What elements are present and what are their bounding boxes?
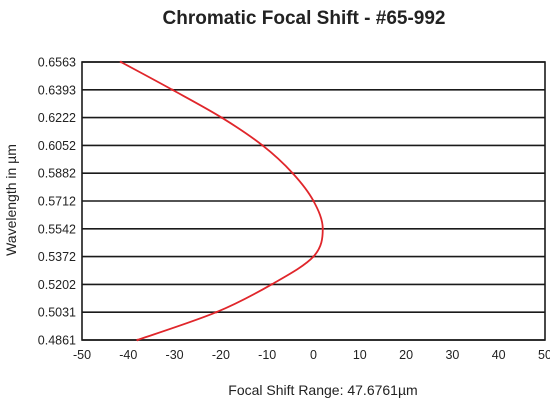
y-tick-label: 0.5712 [38,195,76,209]
x-tick-label: -20 [212,348,230,362]
y-tick-label: 0.4861 [38,334,76,348]
x-tick-label: 50 [538,348,550,362]
x-tick-label: -40 [119,348,137,362]
data-point [136,338,139,342]
data-point [312,199,315,203]
y-tick-label: 0.5542 [38,222,76,236]
plot-frame [81,61,546,341]
x-tick-label: 0 [310,348,317,362]
x-tick-label: -10 [258,348,276,362]
x-tick-labels: -50 -40 -30 -20 -10 0 10 20 30 40 50 [73,348,550,362]
x-tick-label: 40 [492,348,506,362]
y-tick-label: 0.5372 [38,250,76,264]
data-point [261,144,264,147]
x-tick-label: 10 [353,348,367,362]
data-point [215,311,218,314]
y-tick-label: 0.5882 [38,167,76,181]
data-points [119,60,324,342]
data-point [220,116,224,119]
y-tick-label: 0.6052 [38,139,76,153]
y-tick-label: 0.6393 [38,83,76,97]
y-tick-labels: 0.6563 0.6393 0.6222 0.6052 0.5882 0.5712 0.55… [38,56,76,348]
data-point [171,88,174,91]
x-tick-label: -30 [166,348,184,362]
y-tick-label: 0.5202 [38,278,76,292]
x-tick-label: 20 [399,348,413,362]
x-tick-label: -50 [73,348,91,362]
y-axis-title: Wavelength in µm [3,144,19,256]
data-point [321,227,324,230]
data-point [270,283,274,286]
x-tick-label: 30 [445,348,459,362]
data-point [312,255,315,258]
y-tick-label: 0.6563 [38,56,76,70]
y-tick-label: 0.6222 [38,111,76,125]
chart-title: Chromatic Focal Shift - #65-992 [163,8,446,29]
y-tick-label: 0.5031 [38,306,76,320]
focal-shift-range-caption: Focal Shift Range: 47.6761µm [228,382,417,398]
data-point [119,60,123,64]
data-point [291,172,294,175]
